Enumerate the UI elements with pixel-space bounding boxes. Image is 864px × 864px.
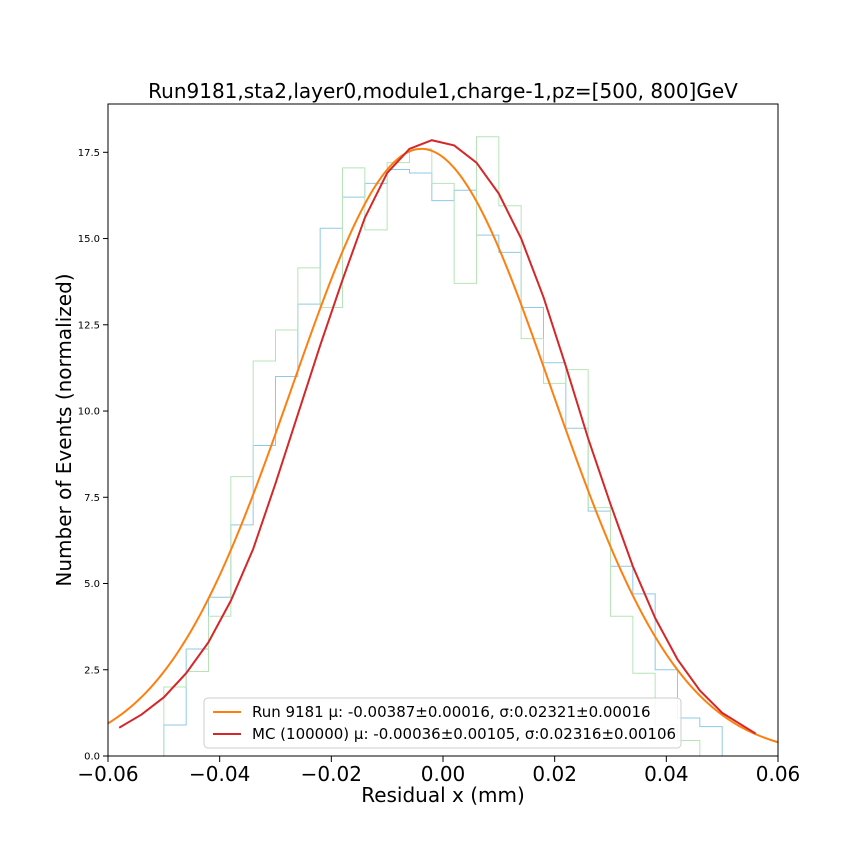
y-tick-label: 15.0: [78, 234, 100, 245]
y-tick-label: 0.0: [84, 752, 100, 763]
y-tick-label: 7.5: [84, 493, 100, 504]
y-tick-label: 17.5: [78, 148, 100, 159]
legend: Run 9181 μ: -0.00387±0.00016, σ:0.02321±…: [203, 697, 682, 749]
x-tick-label: 0.00: [421, 762, 466, 786]
curve-layer: [108, 139, 778, 744]
x-axis-label: Residual x (mm): [361, 783, 525, 807]
histogram-series-3: [163, 136, 723, 756]
mc-curve: [118, 139, 757, 735]
legend-label-run: Run 9181 μ: -0.00387±0.00016, σ:0.02321±…: [252, 703, 651, 721]
histogram-layer: [163, 136, 723, 756]
y-tick-label: 12.5: [78, 320, 100, 331]
x-tick-label: −0.02: [301, 762, 362, 786]
y-axis: 0.0 2.5 5.0 7.5 10.0 12.5 15.0 17.5: [78, 148, 108, 763]
run-fit-curve: [108, 147, 778, 744]
x-tick-label: 0.02: [532, 762, 577, 786]
x-axis: −0.06 −0.04 −0.02 0.00 0.02 0.04 0.06: [77, 756, 800, 786]
y-axis-label: Number of Events (normalized): [52, 273, 76, 586]
y-tick-label: 10.0: [78, 407, 100, 418]
legend-box: [203, 697, 682, 749]
y-tick-label: 2.5: [84, 665, 100, 676]
x-tick-label: 0.06: [756, 762, 801, 786]
x-tick-label: 0.04: [644, 762, 689, 786]
x-tick-label: −0.04: [189, 762, 250, 786]
x-tick-label: −0.06: [77, 762, 138, 786]
plot-area: [108, 136, 778, 756]
legend-label-mc: MC (100000) μ: -0.00036±0.00105, σ:0.023…: [252, 725, 676, 743]
y-tick-label: 5.0: [84, 579, 100, 590]
chart-title: Run9181,sta2,layer0,module1,charge-1,pz=…: [148, 79, 738, 103]
